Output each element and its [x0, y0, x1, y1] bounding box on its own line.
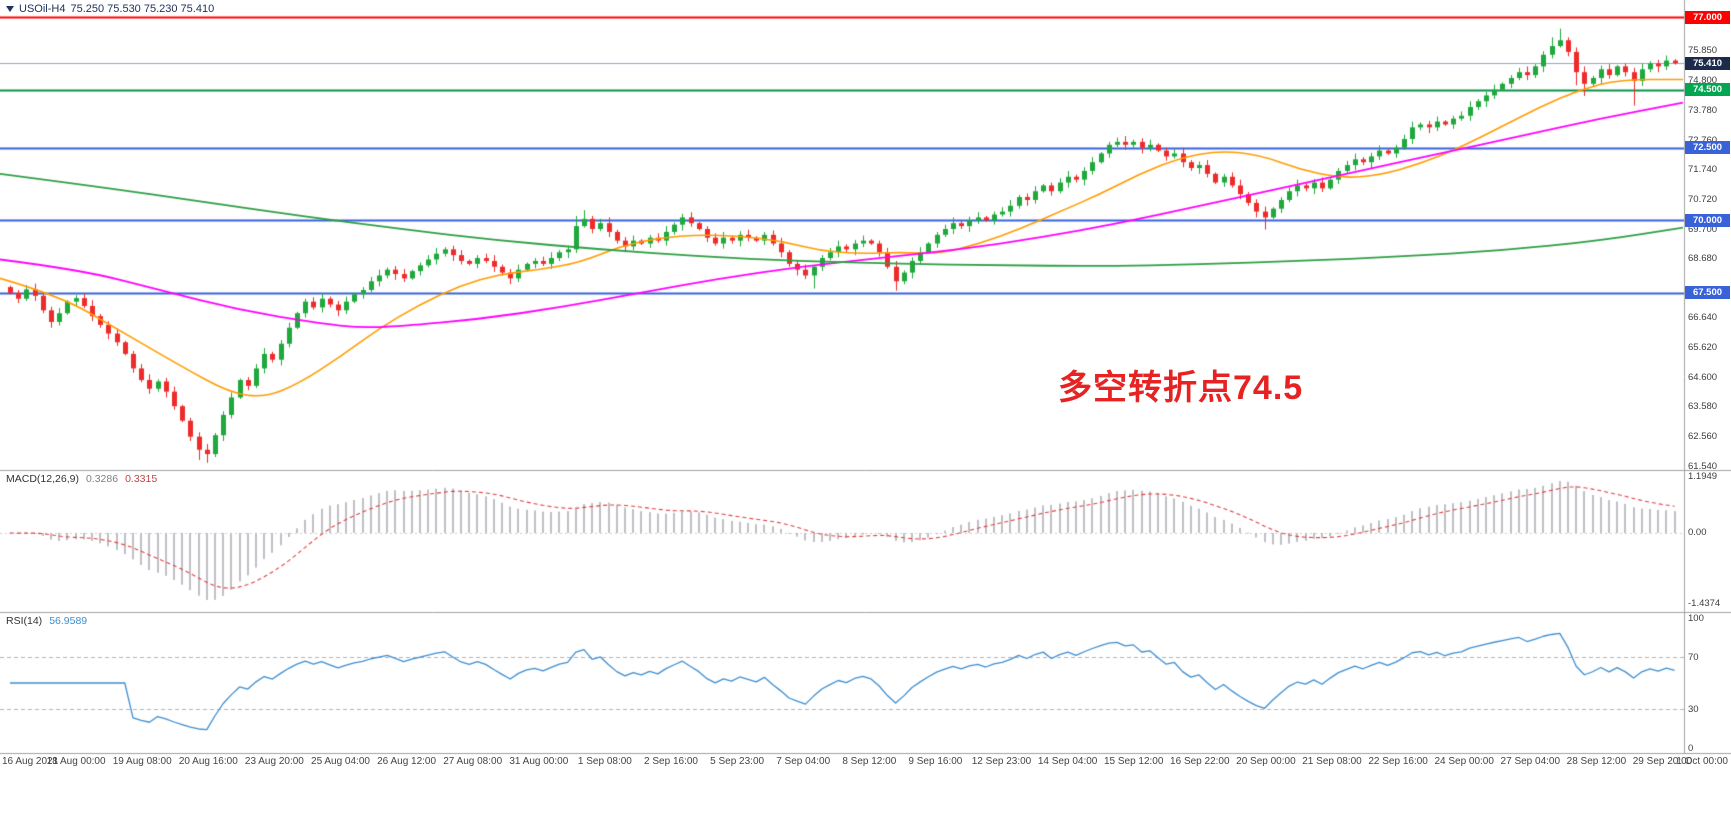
symbol-marker-icon — [6, 6, 14, 12]
macd-name: MACD(12,26,9) — [6, 473, 79, 485]
rsi-name: RSI(14) — [6, 615, 43, 627]
rsi-value: 56.9589 — [49, 615, 88, 627]
ohlc-readout: 75.250 75.530 75.230 75.410 — [70, 3, 215, 15]
macd-main-value: 0.3286 — [85, 473, 119, 485]
macd-indicator-label: MACD(12,26,9) 0.3286 0.3315 — [6, 473, 157, 485]
annotation-text: 多空转折点74.5 — [1058, 369, 1304, 407]
symbol-timeframe-label: USOil-H4 — [19, 3, 66, 15]
price-chart-canvas[interactable] — [0, 0, 1731, 772]
chart-title: USOil-H4 75.250 75.530 75.230 75.410 — [6, 3, 214, 15]
rsi-indicator-label: RSI(14) 56.9589 — [6, 615, 87, 627]
macd-signal-value: 0.3315 — [125, 473, 158, 485]
